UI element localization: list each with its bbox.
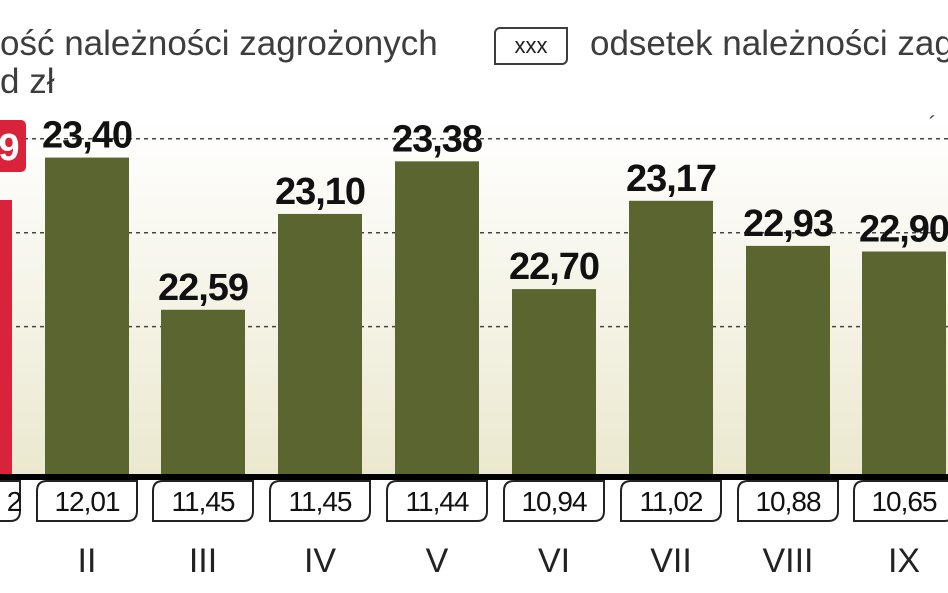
percent-box: [386, 480, 488, 522]
bar: [161, 309, 245, 477]
bar-value-label: 22,59: [158, 267, 248, 309]
legend-series-label: ość należności zagrożonych: [0, 24, 438, 63]
legend-percent-label: odsetek należności zag: [590, 24, 948, 63]
percent-value-label: 11,44: [406, 486, 469, 517]
bar-value-label: 22,70: [509, 246, 599, 288]
legend-percent-key: xxx: [494, 27, 568, 65]
value-label-highlight-bg: [0, 120, 26, 172]
legend-series-unit: d zł: [0, 62, 55, 101]
bars: 9 23,40 22,59 23,10 23,38 22,70 23,17 22,93 22,9…: [0, 115, 948, 477]
x-tick-label: IX: [888, 542, 920, 580]
bar-value-label: 22,93: [743, 203, 833, 245]
legend: ość należności zagrożonych d zł xxx odse…: [0, 0, 948, 110]
bar-value-label: 23,10: [275, 171, 365, 213]
percent-box: [36, 480, 138, 522]
bar: [278, 213, 362, 477]
bar: [45, 157, 129, 477]
percent-value-label: 11,45: [172, 486, 235, 517]
percent-boxes: 2 12,01 11,45 11,45 11,44 10,94 11,02 10,88 10,6…: [0, 480, 948, 522]
bar: [862, 251, 946, 477]
x-tick-label: VII: [650, 542, 692, 580]
bar-value-label: 23,40: [42, 115, 132, 157]
bar-value-label: 23,17: [626, 158, 716, 200]
percent-value-label: 12,01: [54, 486, 119, 517]
percent-box: [620, 480, 722, 522]
bar: [512, 289, 596, 477]
percent-box: [269, 480, 371, 522]
percent-value-label: 10,65: [871, 486, 936, 517]
percent-box: [737, 480, 839, 522]
percent-value-label: 2: [7, 486, 22, 517]
bar: [0, 200, 12, 477]
bar-value-label: 23,38: [392, 118, 482, 160]
percent-box: [152, 480, 254, 522]
x-tick-label: VI: [538, 542, 570, 580]
percent-value-label: 10,88: [755, 486, 820, 517]
percent-value-label: 10,94: [521, 486, 586, 517]
bar-value-label: 22,90: [859, 209, 948, 251]
x-axis-labels: II III IV V VI VII VIII IX: [78, 542, 921, 580]
x-tick-label: III: [189, 542, 217, 580]
bar: [746, 245, 830, 477]
percent-box: [0, 480, 21, 522]
x-tick-label: V: [426, 542, 449, 580]
bar: [395, 161, 479, 477]
percent-value-label: 11,45: [289, 486, 352, 517]
x-tick-label: II: [78, 542, 97, 580]
bar: [629, 200, 713, 477]
x-tick-label: VIII: [762, 542, 813, 580]
percent-box: [503, 480, 605, 522]
x-tick-label: IV: [304, 542, 336, 580]
percent-value-label: 11,02: [640, 486, 703, 517]
bar-value-label: 9: [0, 127, 20, 169]
percent-box: [853, 480, 948, 522]
